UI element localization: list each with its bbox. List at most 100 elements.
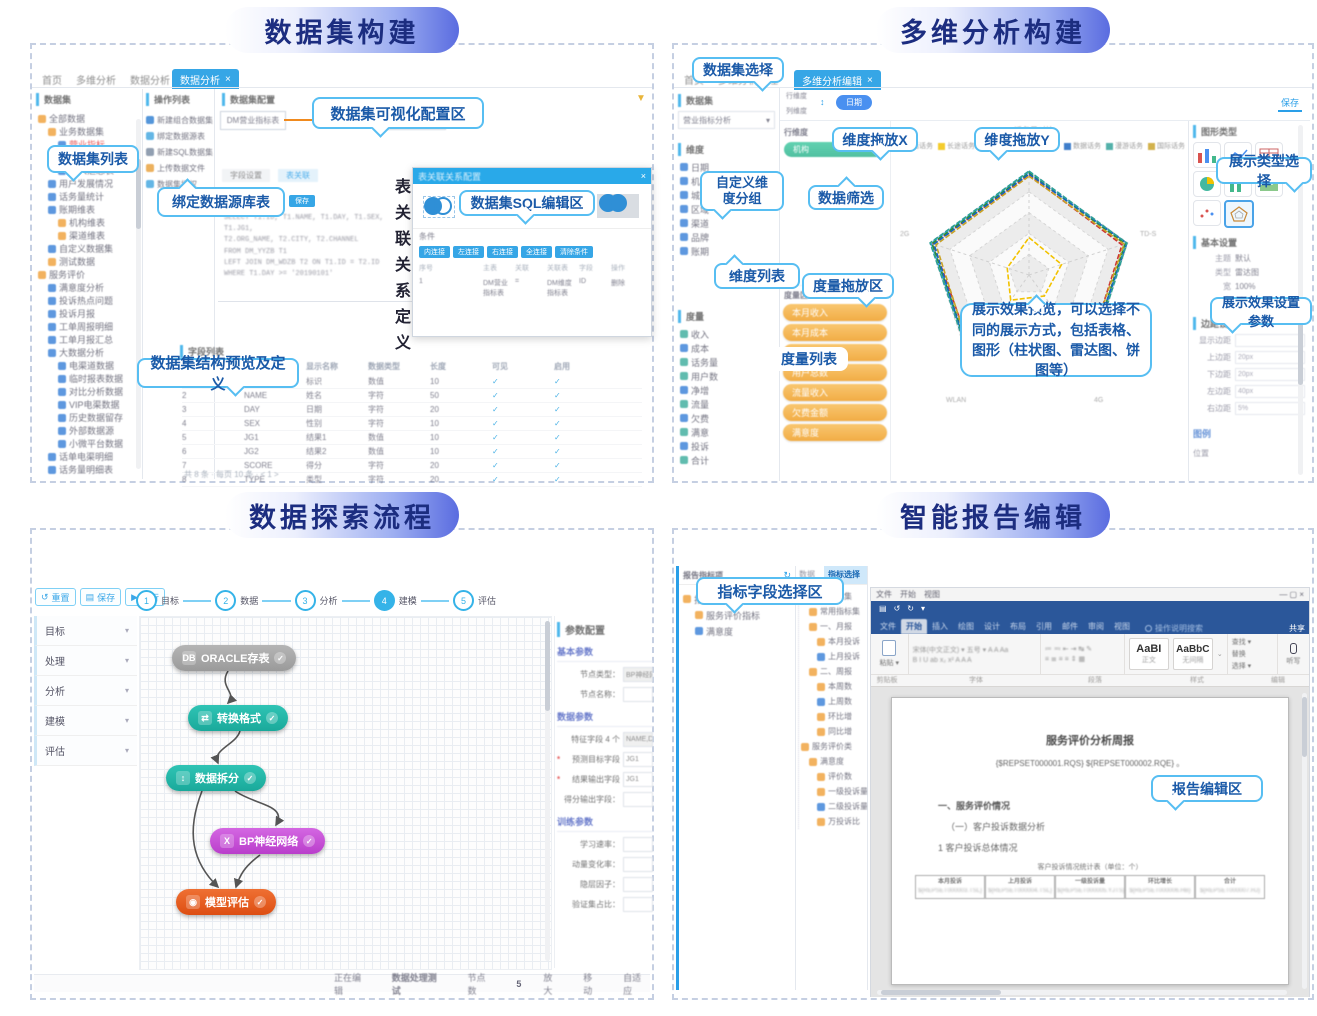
quick-access-icon[interactable]: ▾ [920,603,925,613]
p1-subtab-fields[interactable]: 字段设置 [222,169,270,182]
tree-item[interactable]: 自定义数据集 [34,242,142,255]
column-header[interactable]: 显示名称 [306,362,338,371]
table-row[interactable]: 5 JG1 结果1 数值 10 ✓ ✓ [182,431,642,445]
join-type-inner-icon[interactable] [423,196,455,218]
tree-item[interactable]: 全部数据 [34,112,142,125]
field-input[interactable] [623,857,653,872]
quick-access-icon[interactable]: ↺ [893,603,901,613]
step-1[interactable]: 1 [136,590,157,611]
table-row[interactable]: 3 DAY 日期 字符 20 ✓ ✓ [182,403,642,417]
table-row[interactable]: 6 JG2 结果2 数值 10 ✓ ✓ [182,445,642,459]
ribbon-tab[interactable]: 视图 [1114,622,1130,631]
check-icon[interactable]: ✓ [492,419,499,428]
p1-subtab-join[interactable]: 表关联 [278,169,318,182]
step-5[interactable]: 5 [453,590,474,611]
setting-row[interactable]: 显示边距 [1193,332,1305,349]
join-button[interactable]: 清除条件 [555,246,593,258]
doc-hscrollbar[interactable] [877,990,1287,995]
p2-tab-active[interactable]: 多维分析编辑 × [794,70,881,90]
setting-row[interactable]: 下边距 20px [1193,366,1305,383]
flow-node-oracle[interactable]: DB ORACLE存表 ✓ [172,645,297,671]
save-button[interactable]: 保存 [1277,96,1302,112]
setting-row[interactable]: 左边距 40px [1193,383,1305,400]
sql-button[interactable]: 保存 [289,195,315,207]
measure-item[interactable]: 话务量 [680,355,779,369]
tree-item[interactable]: 历史数据留存 [34,411,142,424]
window-controls[interactable]: — ▢ × [1279,590,1304,599]
ribbon-tab[interactable]: 审阅 [1088,622,1104,631]
ops-item[interactable]: 上传数据文件 [146,160,214,176]
setting-row[interactable]: 宽 100% [1223,281,1256,291]
p2-dataset-select[interactable]: 营业指标分析 ▾ [678,111,775,129]
dimension-item[interactable]: 账期 [680,244,779,258]
status-fit[interactable]: 自适应 [623,972,642,996]
dimension-item[interactable]: 区域 [680,202,779,216]
p2-tab-home[interactable]: 首页 [684,76,704,87]
check-icon[interactable]: ✓ [554,405,561,414]
style-normal[interactable]: AaBI 正文 [1128,638,1169,670]
tree-item[interactable]: 工单月报汇总 [34,333,142,346]
tree-item[interactable]: 渠道维表 [34,229,142,242]
column-header[interactable]: 可见 [492,362,508,371]
thumb-pie-chart[interactable] [1193,171,1221,197]
check-icon[interactable]: ✓ [554,447,561,456]
dimension-item[interactable]: 渠道 [680,216,779,230]
tree-item[interactable]: 电渠道数据 [34,359,142,372]
setting-input[interactable]: 20px [1235,368,1305,381]
ops-item[interactable]: 绑定数据源表 [146,128,214,144]
ribbon-tab[interactable]: 插入 [932,622,948,631]
check-icon[interactable]: ✓ [492,377,499,386]
dimension-item[interactable]: 日期 [680,160,779,174]
field-input[interactable] [623,897,653,912]
flow-canvas[interactable]: DB ORACLE存表 ✓ ⇄ 转换格式 ✓ ↕ 数据拆分 ✓ X BP神经网络… [139,616,552,970]
doc-vscrollbar[interactable] [1302,693,1307,989]
setting-row[interactable]: 主题 默认 [1215,253,1251,263]
setting-input[interactable] [1235,334,1305,347]
field-input[interactable] [623,687,653,702]
menu-start[interactable]: 开始 [900,590,916,599]
join-button[interactable]: 全连接 [521,246,552,258]
swap-axes-icon[interactable]: ↕ [820,97,825,107]
table-row[interactable]: 7 SCORE 得分 字符 20 ✓ ✓ [182,459,642,473]
column-header[interactable]: 启用 [554,362,570,371]
sidebar-group[interactable]: 分析 ▾ [34,676,137,706]
tree-item[interactable]: 用户发展情况 [34,177,142,190]
toolbar-button[interactable]: ↺ 重置 [35,588,76,606]
quick-access-icon[interactable]: ▤ [879,603,887,613]
measure-item[interactable]: 用户数 [680,369,779,383]
column-header[interactable]: 数据类型 [368,362,400,371]
style-no-spacing[interactable]: AaBbC 无间隔 [1172,638,1213,670]
tree-item[interactable]: 一、月报 [799,619,867,634]
tree-item[interactable]: 本月投诉 [799,634,867,649]
tree-item[interactable]: 同比增 [799,724,867,739]
step-2[interactable]: 2 [215,590,237,611]
table-row[interactable]: 4 SEX 性别 字符 10 ✓ ✓ [182,417,642,431]
check-icon[interactable]: ✓ [492,461,499,470]
field-input[interactable]: JG1 [623,772,653,787]
tree-item[interactable]: 上月投诉 [799,649,867,664]
p1-tab-active[interactable]: 数据分析 × [172,69,239,89]
microphone-icon[interactable] [1289,642,1297,654]
check-icon[interactable]: ✓ [492,447,499,456]
measure-item[interactable]: 流量 [680,397,779,411]
check-icon[interactable]: ✓ [492,391,499,400]
measure-pill[interactable]: 本月成本 [783,324,887,341]
check-icon[interactable]: ✓ [492,475,499,484]
ops-item[interactable]: 数据集授权 [146,176,214,192]
tree-item[interactable]: 话务量明细表 [34,463,142,476]
tree-item[interactable]: 评价数 [799,769,867,784]
canvas-scrollbar[interactable] [545,621,550,961]
share-button[interactable]: 共享 [1289,624,1305,633]
status-move[interactable]: 移动 [583,972,593,996]
setting-input[interactable]: 40px [1235,385,1305,398]
check-icon[interactable]: ✓ [554,391,561,400]
field-input[interactable] [623,792,653,807]
measure-item[interactable]: 投诉 [680,439,779,453]
ribbon-tab[interactable]: 布局 [1010,622,1026,631]
tree-item[interactable]: 小微平台数据 [34,437,142,450]
ribbon-tab[interactable]: 设计 [984,622,1000,631]
tree-item[interactable]: 上周数 [799,694,867,709]
tree-item[interactable]: 话务量统计 [34,190,142,203]
table-row[interactable]: 2 NAME 姓名 字符 50 ✓ ✓ [182,389,642,403]
sidebar-group[interactable]: 处理 ▾ [34,646,137,676]
